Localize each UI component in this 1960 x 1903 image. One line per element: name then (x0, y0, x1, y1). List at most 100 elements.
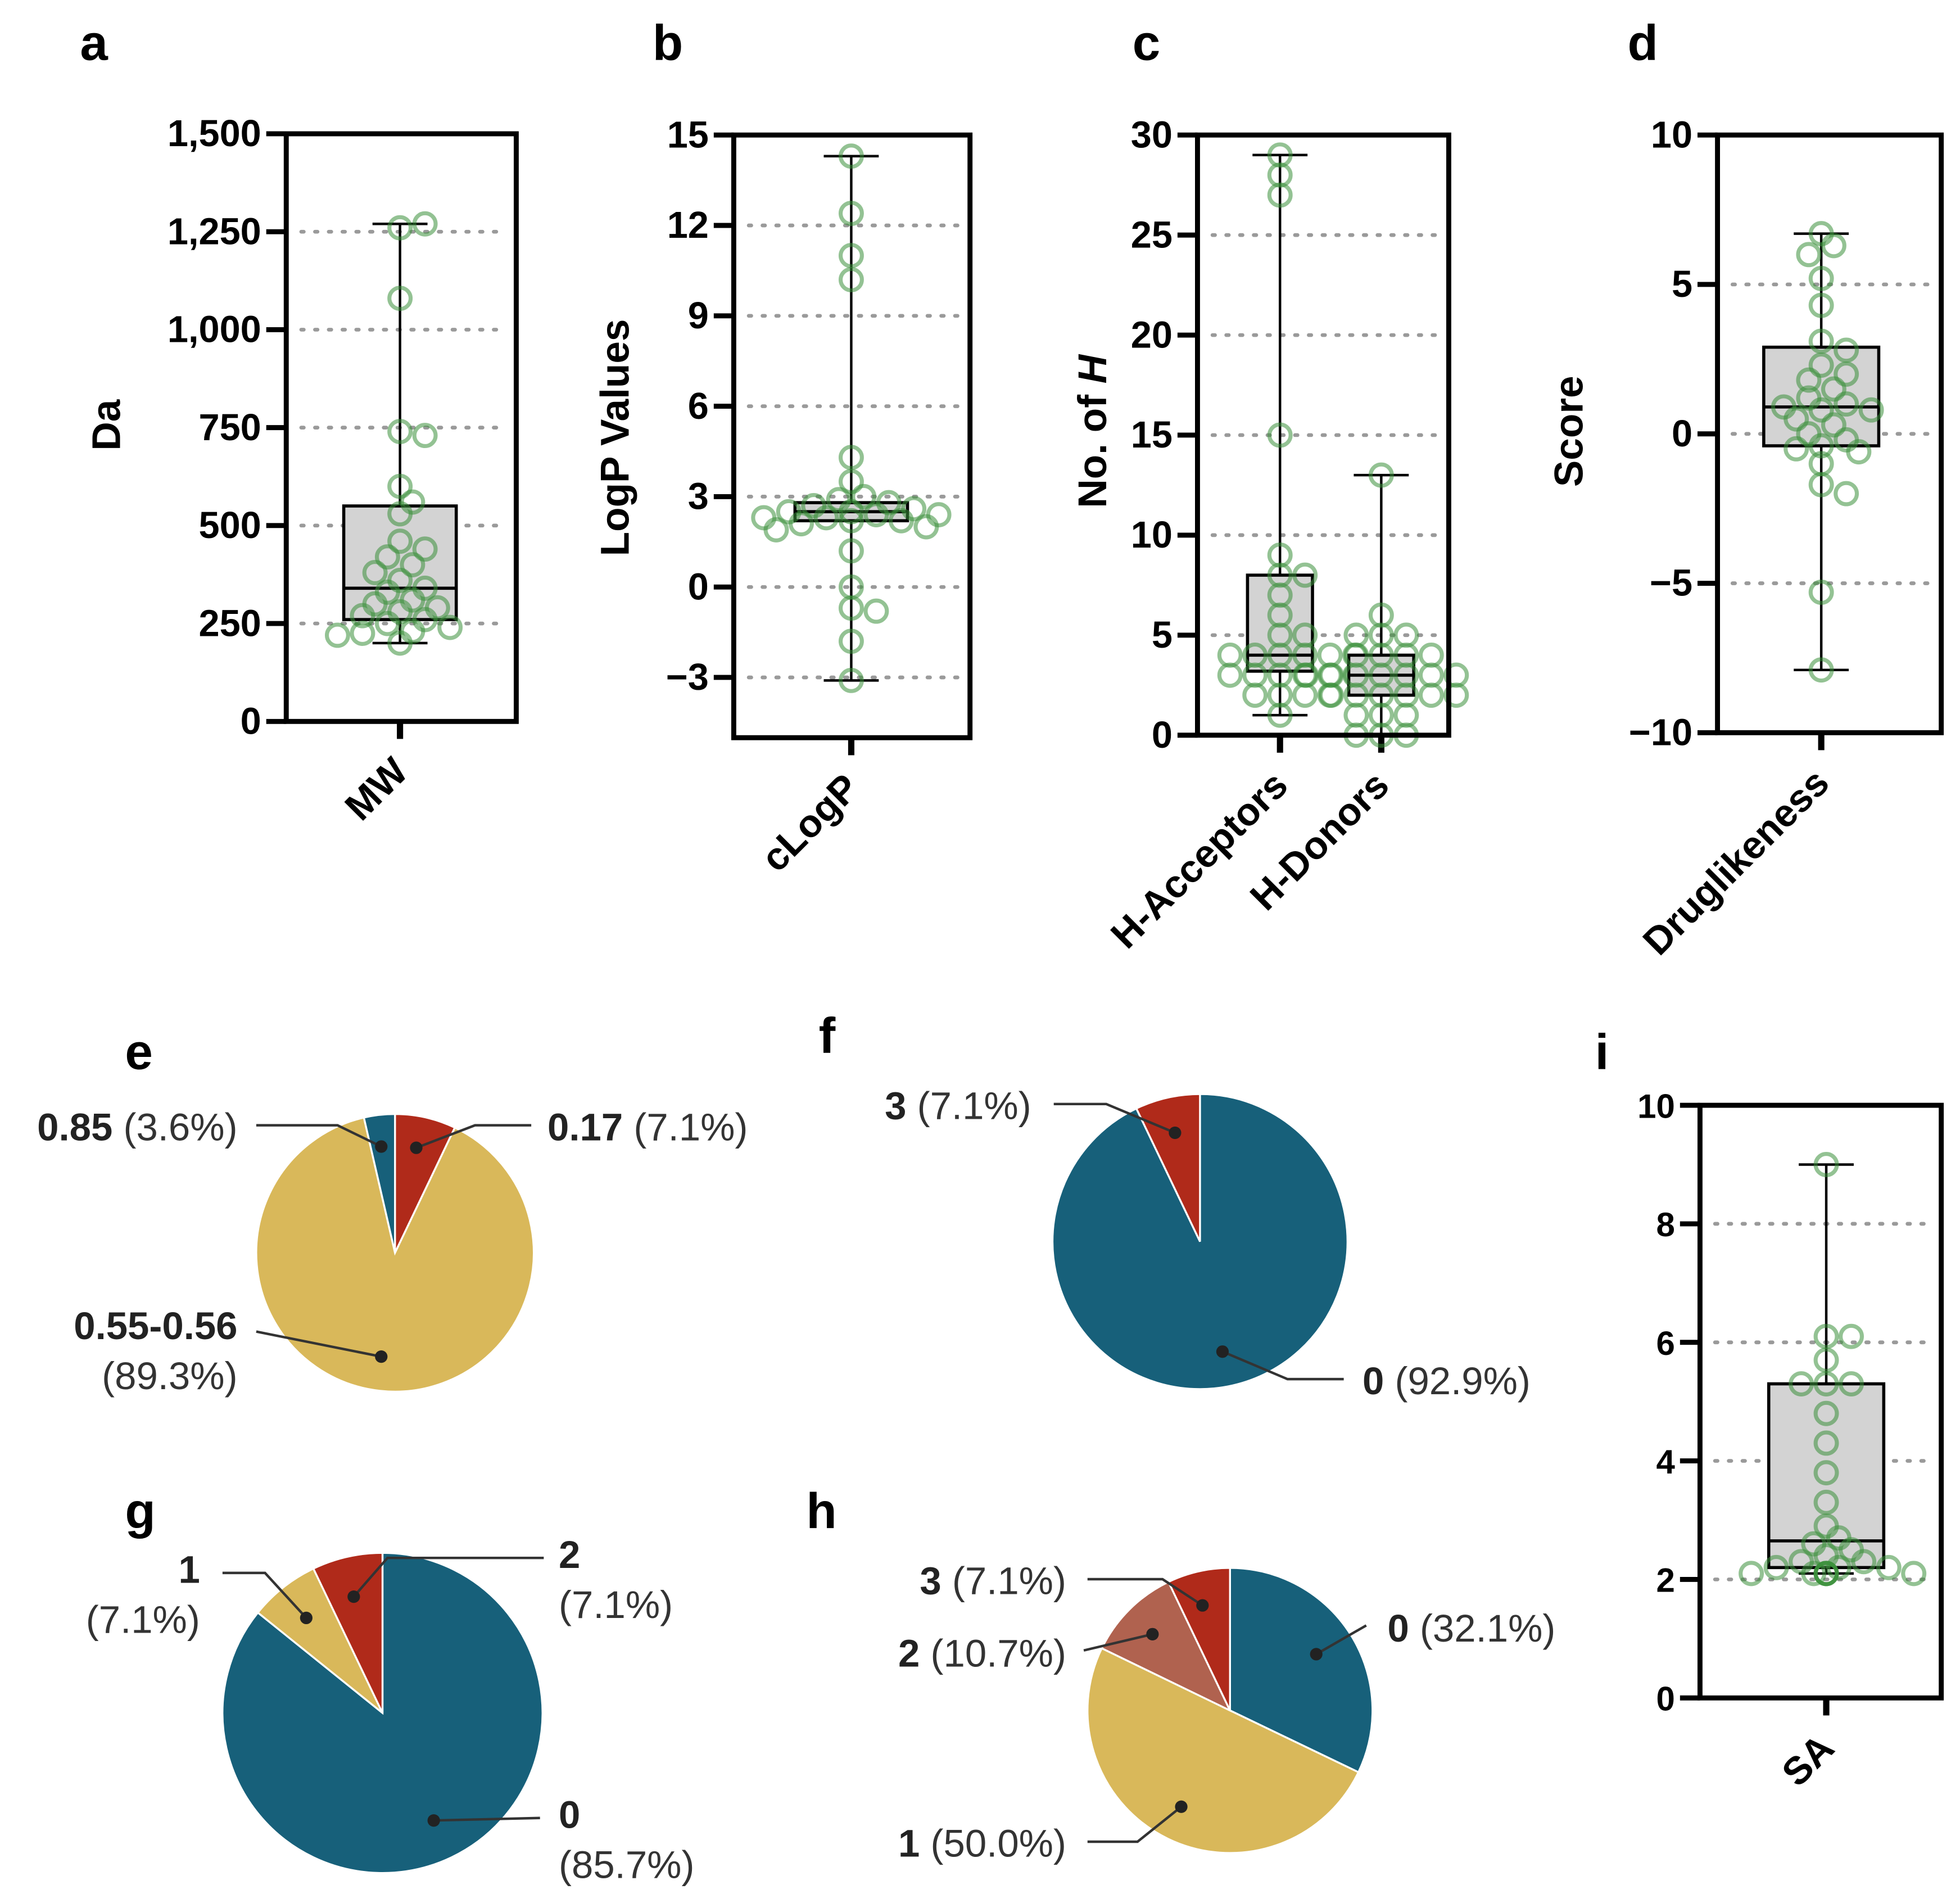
leader-line (415, 1124, 532, 1149)
slice-label-percent: (32.1%) (1409, 1607, 1556, 1650)
y-tick-label: 15 (1131, 414, 1173, 456)
pie-slice (256, 1567, 384, 1714)
slice-label: 3 (7.1%) (885, 1084, 1031, 1128)
y-tick-label: 1,000 (168, 309, 261, 351)
panel-label-d: d (1627, 15, 1658, 71)
panel-label-i: i (1595, 1024, 1609, 1080)
data-point (1796, 367, 1822, 393)
data-point (1418, 682, 1444, 708)
data-point (374, 544, 400, 570)
pie-slice (1100, 1580, 1232, 1713)
data-point (838, 499, 864, 525)
data-point (1808, 472, 1834, 498)
data-point (1808, 352, 1834, 378)
data-point (1851, 1549, 1877, 1575)
leader-line (1315, 1624, 1367, 1656)
leader-dot (347, 1590, 360, 1603)
data-point (1808, 580, 1834, 605)
data-point (1267, 182, 1293, 208)
leader-dot (410, 1141, 423, 1154)
slice-label: 1 (50.0%) (898, 1822, 1066, 1865)
data-point (1784, 436, 1809, 462)
data-point (851, 483, 877, 509)
leader-line (1053, 1102, 1176, 1134)
data-point (400, 552, 426, 577)
y-tick-label: −10 (1629, 712, 1692, 754)
pie-slice (1086, 1647, 1360, 1855)
slice-label-key: 1 (898, 1822, 920, 1865)
data-point (412, 536, 438, 562)
pie-chart-e: 0.17 (7.1%) 0.55-0.56 (89.3%) 0.85 (3.6%) (37, 1105, 748, 1398)
data-point (838, 667, 864, 693)
panel-label-f: f (819, 1007, 836, 1064)
data-point (1821, 412, 1846, 438)
slice-label-percent: (85.7%) (559, 1843, 694, 1887)
x-category-label: cLogP (753, 766, 867, 880)
slice-label: 0 (32.1%) (1387, 1607, 1555, 1650)
data-point (387, 419, 413, 445)
data-point (1293, 662, 1319, 688)
data-point (437, 614, 463, 640)
slice-label-percent: (7.1%) (941, 1560, 1066, 1603)
pie-chart-h: 0 (32.1%) 1 (50.0%) 2 (10.7%) 3 (7.1%) (898, 1560, 1555, 1865)
leader-line (1087, 1806, 1182, 1843)
pie-chart-f: 0 (92.9%) 3 (7.1%) (885, 1084, 1531, 1403)
data-point (1796, 242, 1822, 268)
box-plot-i: 0 2 4 6 8 10 SA (1637, 1087, 1944, 1794)
slice-label-key: 3 (920, 1560, 941, 1603)
data-point (387, 501, 413, 527)
panel-label-a: a (80, 15, 108, 71)
y-tick-label: 10 (1637, 1087, 1675, 1125)
leader-dot (375, 1350, 388, 1363)
pie-chart-g: 0 (85.7%) 1 (7.1%) 2 (7.1%) (86, 1533, 695, 1887)
panel-label-c: c (1133, 15, 1160, 71)
y-axis-label-b: LogP Values (594, 319, 638, 556)
data-point (1821, 233, 1846, 259)
slice-label-key: 0.55-0.56 (74, 1304, 237, 1348)
y-tick-label: 250 (198, 603, 261, 644)
y-tick-label: 0 (1656, 1680, 1675, 1717)
pie-slice (312, 1552, 384, 1714)
data-point (1846, 439, 1872, 465)
data-point (1801, 1561, 1827, 1586)
x-category-label: H-Acceptors (1102, 763, 1296, 956)
y-axis-label-c-text: No. of (1071, 383, 1115, 508)
leader-line (1222, 1350, 1344, 1381)
leader-dot (1175, 1800, 1188, 1813)
data-point (838, 508, 864, 534)
data-point (1763, 1554, 1789, 1580)
y-tick-label: 8 (1656, 1206, 1675, 1244)
y-tick-label: 6 (688, 386, 709, 427)
leader-line (256, 1330, 382, 1358)
data-point (1318, 682, 1344, 708)
data-point (350, 621, 375, 646)
data-point (387, 528, 413, 554)
y-tick-label: 9 (688, 295, 709, 337)
leader-dot (1310, 1648, 1323, 1661)
y-tick-label: 0 (1152, 715, 1173, 756)
data-point (1368, 462, 1394, 488)
box-plot-b: −3 0 3 6 9 12 15 cLogP (666, 114, 973, 880)
pie-slice (363, 1113, 396, 1253)
data-point (838, 201, 864, 227)
data-point (350, 603, 375, 629)
y-tick-label: 500 (198, 505, 261, 546)
box-plot-a: 0 250 500 750 1,000 1,250 1,500 MW (168, 113, 519, 829)
x-category-label: Druglikeness (1635, 761, 1837, 964)
data-point (1267, 422, 1293, 448)
x-category-label: SA (1773, 1726, 1842, 1794)
y-tick-label: −3 (666, 657, 709, 698)
data-point (1834, 361, 1859, 387)
data-point (763, 517, 789, 543)
data-point (1784, 406, 1809, 432)
data-point (1813, 1323, 1839, 1349)
pie-slice (1135, 1093, 1201, 1242)
data-point (362, 560, 388, 585)
slice-label-percent: (10.7%) (920, 1632, 1066, 1675)
slice-label-percent: (7.1%) (906, 1084, 1031, 1128)
data-point (1808, 657, 1834, 683)
data-point (1217, 662, 1243, 688)
data-point (1808, 397, 1834, 423)
y-tick-label: 10 (1131, 514, 1173, 556)
x-category-label: MW (337, 749, 416, 829)
